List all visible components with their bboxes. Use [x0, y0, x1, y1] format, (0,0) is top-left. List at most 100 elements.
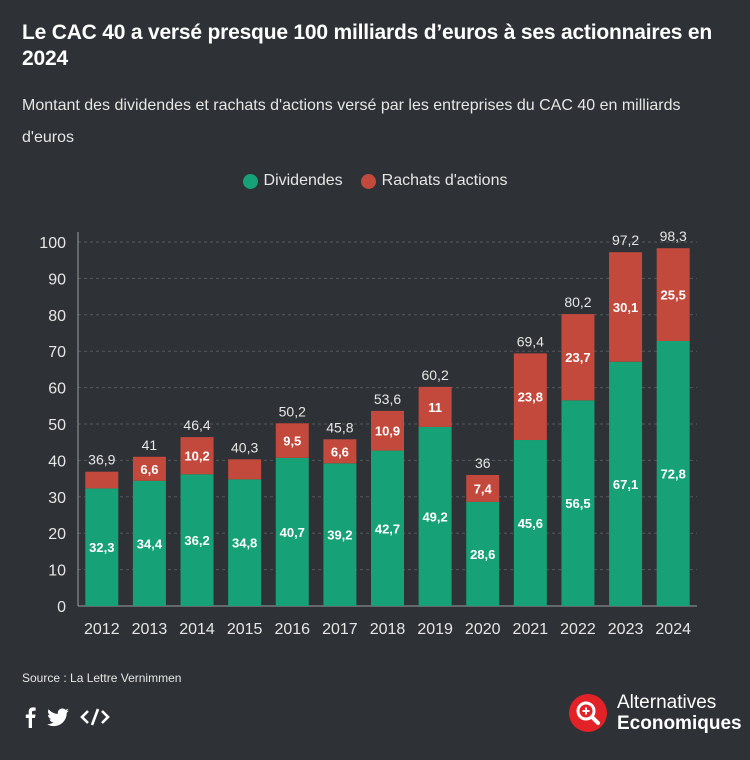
bar-dividendes — [85, 488, 119, 606]
x-tick-label: 2012 — [84, 621, 120, 638]
data-label-dividendes: 34,4 — [137, 536, 163, 551]
bar-rachats — [275, 423, 309, 458]
total-label: 45,8 — [326, 419, 353, 435]
x-tick-label: 2015 — [227, 621, 263, 638]
legend-swatch-rachats — [360, 173, 376, 189]
stacked-bar-chart: 0 10 20 30 40 50 60 70 80 90 100 32,3 36,9 2012 34,4 6,… — [39, 228, 697, 638]
x-tick-label: 2014 — [179, 621, 215, 638]
bar-dividendes — [418, 426, 452, 606]
source-note: Source : La Lettre Vernimmen — [22, 671, 182, 685]
legend-label-dividendes: Dividendes — [263, 172, 343, 189]
x-tick-label: 2020 — [465, 621, 501, 638]
bar-dividendes — [513, 440, 547, 606]
total-label: 41 — [142, 437, 158, 453]
data-label-rachats: 10,9 — [375, 424, 400, 439]
bar-dividendes — [132, 480, 166, 606]
bar-rachats — [180, 437, 214, 475]
bar-rachats — [418, 386, 452, 427]
bar-rachats — [132, 456, 166, 481]
total-label: 97,2 — [612, 232, 639, 248]
y-tick-label: 80 — [48, 308, 66, 325]
data-label-dividendes: 34,8 — [232, 536, 257, 551]
data-label-rachats: 23,7 — [565, 350, 590, 365]
data-label-rachats: 25,5 — [661, 288, 686, 303]
y-tick-label: 50 — [48, 417, 66, 434]
bar-dividendes — [656, 341, 690, 606]
bar-rachats — [323, 439, 357, 464]
legend-item-dividendes[interactable]: Dividendes — [242, 172, 343, 190]
total-label: 46,4 — [183, 417, 210, 433]
data-label-rachats: 6,6 — [140, 462, 158, 477]
y-tick-label: 10 — [48, 563, 66, 580]
y-tick-label: 70 — [48, 344, 66, 361]
bar-rachats — [609, 252, 643, 362]
data-label-rachats: 7,4 — [474, 481, 493, 496]
y-tick-label: 100 — [39, 235, 66, 252]
data-label-rachats: 11 — [428, 400, 442, 415]
bar-rachats — [85, 471, 119, 489]
bar-rachats — [561, 314, 595, 401]
total-label: 80,2 — [564, 294, 591, 310]
x-tick-label: 2016 — [274, 621, 310, 638]
data-label-dividendes: 49,2 — [422, 509, 447, 524]
data-label-dividendes: 39,2 — [327, 528, 352, 543]
x-tick-label: 2017 — [322, 621, 358, 638]
bar-dividendes — [466, 501, 500, 606]
brand-name-line2: Economiques — [617, 713, 742, 734]
brand-name-line1: Alternatives — [617, 692, 717, 713]
legend-item-rachats[interactable]: Rachats d'actions — [360, 172, 508, 190]
y-tick-label: 90 — [48, 271, 66, 288]
x-tick-label: 2023 — [608, 621, 644, 638]
data-label-dividendes: 36,2 — [184, 533, 209, 548]
legend-swatch-dividendes — [242, 173, 258, 189]
x-tick-label: 2018 — [370, 621, 406, 638]
x-tick-label: 2022 — [560, 621, 596, 638]
bar-dividendes — [275, 457, 309, 606]
bar-rachats — [656, 248, 690, 342]
legend: Dividendes Rachats d'actions — [0, 172, 750, 190]
total-label: 98,3 — [660, 228, 687, 244]
bar-rachats — [371, 410, 404, 451]
data-label-dividendes: 32,3 — [89, 540, 114, 555]
data-label-dividendes: 45,6 — [518, 516, 543, 531]
data-label-rachats: 23,8 — [518, 390, 543, 405]
bar-dividendes — [323, 463, 357, 606]
bar-dividendes — [228, 479, 262, 606]
data-label-dividendes: 56,5 — [565, 496, 590, 511]
brand-logo[interactable]: Alternatives Economiques — [569, 692, 742, 734]
chart-title: Le CAC 40 a versé presque 100 milliards … — [22, 21, 713, 70]
facebook-icon[interactable] — [24, 706, 36, 728]
x-tick-label: 2013 — [132, 621, 168, 638]
bar-dividendes — [371, 450, 404, 606]
data-label-dividendes: 40,7 — [280, 525, 305, 540]
total-label: 69,4 — [517, 333, 544, 349]
twitter-icon[interactable] — [46, 707, 70, 727]
bar-rachats — [513, 353, 547, 441]
bar-rachats — [466, 474, 500, 502]
brand-magnifier-icon — [569, 694, 607, 732]
x-tick-label: 2024 — [655, 621, 691, 638]
data-label-dividendes: 28,6 — [470, 547, 495, 562]
embed-code-icon[interactable] — [80, 707, 110, 727]
bar-dividendes — [561, 400, 595, 606]
bar-rachats — [228, 459, 262, 480]
bar-dividendes — [609, 361, 643, 606]
data-label-dividendes: 42,7 — [375, 521, 400, 536]
y-tick-label: 0 — [57, 599, 66, 616]
y-tick-label: 60 — [48, 381, 66, 398]
data-label-rachats: 30,1 — [613, 300, 638, 315]
chart-subtitle: Montant des dividendes et rachats d'acti… — [22, 97, 681, 146]
social-links — [24, 706, 110, 728]
total-label: 53,6 — [374, 391, 401, 407]
data-label-dividendes: 72,8 — [661, 467, 686, 482]
total-label: 36,9 — [88, 452, 115, 468]
x-tick-label: 2019 — [417, 621, 453, 638]
bar-dividendes — [180, 474, 214, 606]
y-tick-label: 20 — [48, 526, 66, 543]
y-tick-label: 30 — [48, 490, 66, 507]
total-label: 36 — [475, 455, 491, 471]
total-label: 50,2 — [279, 403, 306, 419]
data-label-rachats: 10,2 — [184, 449, 209, 464]
data-label-rachats: 9,5 — [283, 434, 301, 449]
legend-label-rachats: Rachats d'actions — [381, 172, 508, 189]
